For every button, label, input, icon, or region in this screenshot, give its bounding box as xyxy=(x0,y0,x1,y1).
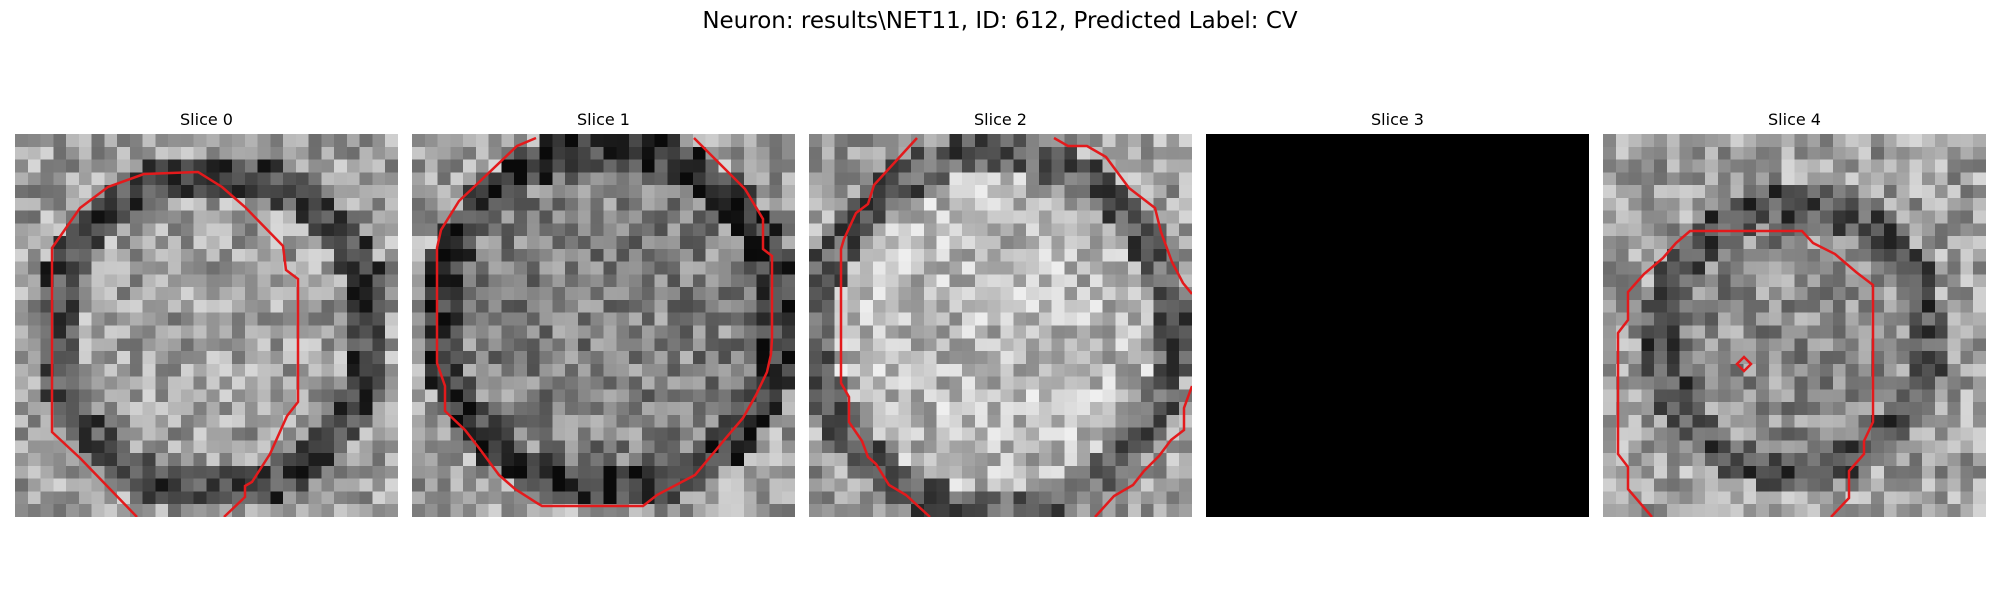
slice-title-4: Slice 4 xyxy=(1768,110,1821,129)
slice-panel-1: Slice 1 xyxy=(412,110,795,517)
neuron-contour-4 xyxy=(1616,229,1875,517)
slice-panel-2: Slice 2 xyxy=(809,110,1192,517)
slice-title-0: Slice 0 xyxy=(180,110,233,129)
figure-title: Neuron: results\NET11, ID: 612, Predicte… xyxy=(702,8,1298,34)
slice-panel-0: Slice 0 xyxy=(15,110,398,517)
contour-overlay-0 xyxy=(50,170,300,517)
slice-image-3 xyxy=(1206,134,1589,517)
neuron-contour-2-left xyxy=(839,137,931,517)
marker-diamond xyxy=(1735,355,1753,373)
neuron-contour-0 xyxy=(50,170,300,517)
contour-overlay-4 xyxy=(1616,229,1875,517)
slice-panel-4: Slice 4 xyxy=(1603,110,1986,517)
slice-image-2 xyxy=(809,134,1192,517)
slice-title-3: Slice 3 xyxy=(1371,110,1424,129)
slice-title-2: Slice 2 xyxy=(974,110,1027,129)
contour-overlay-1 xyxy=(435,136,774,508)
slice-panel-3: Slice 3 xyxy=(1206,110,1589,517)
neuron-contour-2-lower-right xyxy=(1094,385,1192,517)
slice-image-4 xyxy=(1603,134,1986,517)
slice-image-0 xyxy=(15,134,398,517)
slice-image-1 xyxy=(412,134,795,517)
slice-title-1: Slice 1 xyxy=(577,110,630,129)
neuron-contour-1-left xyxy=(435,136,774,508)
neuron-contour-2-right xyxy=(1053,136,1192,295)
contour-overlay-2 xyxy=(839,136,1192,517)
